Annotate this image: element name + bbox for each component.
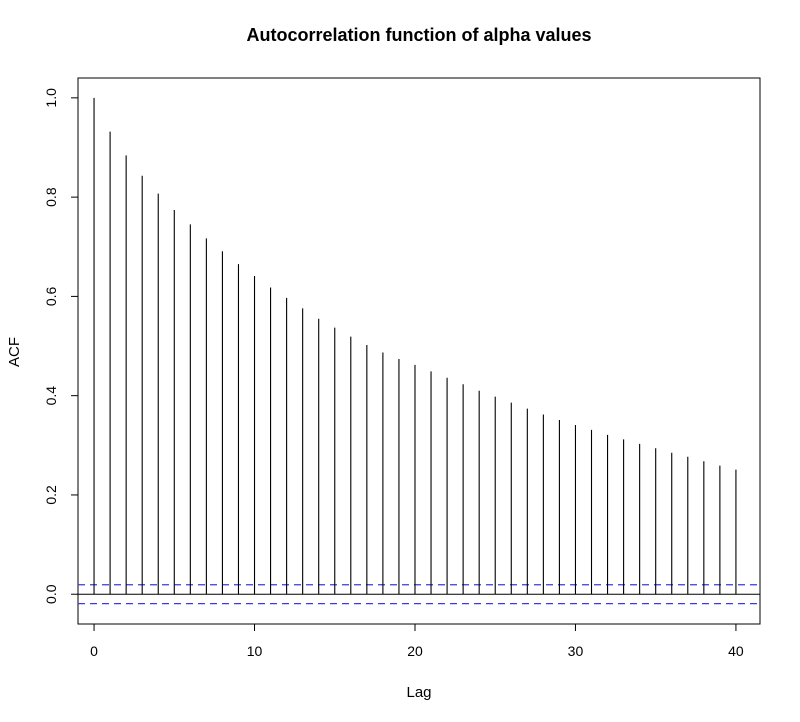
x-tick-label: 0 (90, 643, 98, 659)
y-tick-label: 0.0 (43, 584, 59, 604)
y-axis-title: ACF (6, 337, 23, 367)
y-tick-label: 0.8 (43, 187, 59, 207)
x-tick-label: 30 (568, 643, 584, 659)
x-tick-label: 40 (728, 643, 744, 659)
plot-area: 0.0 0.2 0.4 0.6 0.8 1.0 0 10 20 30 40 (43, 77, 761, 659)
x-tick-label: 10 (247, 643, 263, 659)
x-axis-title: Lag (406, 684, 431, 701)
x-tick-label: 20 (407, 643, 423, 659)
plot-frame (77, 77, 761, 625)
y-tick-label: 0.4 (43, 386, 59, 406)
y-tick-label: 0.2 (43, 485, 59, 505)
y-tick-label: 1.0 (43, 88, 59, 108)
chart-title: Autocorrelation function of alpha values (246, 25, 591, 45)
y-tick-label: 0.6 (43, 286, 59, 306)
